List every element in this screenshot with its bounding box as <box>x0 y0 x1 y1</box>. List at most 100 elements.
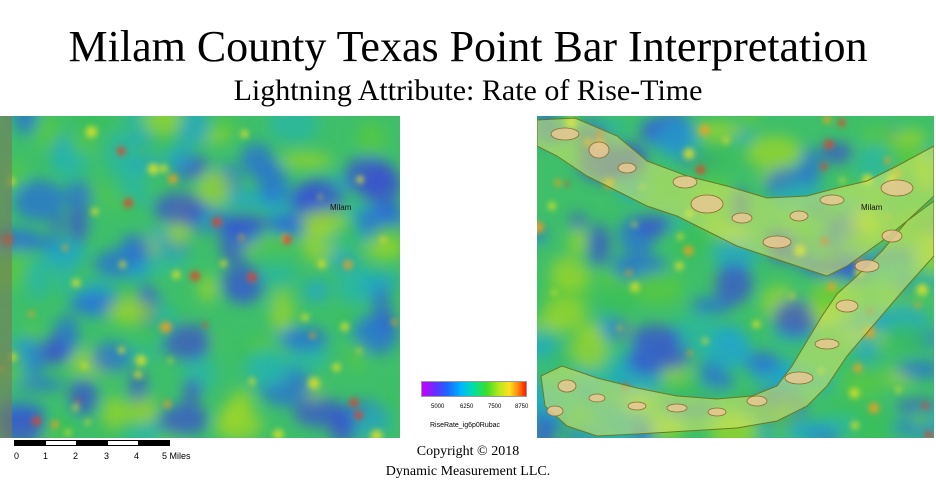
attribute-blob <box>568 227 588 255</box>
legend-tick-label: 6250 <box>460 404 474 410</box>
attribute-hotspot <box>301 313 309 322</box>
attribute-hotspot <box>202 322 208 328</box>
attribute-blob <box>370 282 392 314</box>
attribute-hotspot <box>839 177 846 184</box>
attribute-hotspot <box>308 377 320 390</box>
attribute-blob <box>636 214 672 236</box>
scale-bar-label: 0 <box>14 451 20 461</box>
attribute-hotspot <box>76 399 81 404</box>
attribute-blob <box>329 410 355 438</box>
attribute-blob <box>196 169 232 207</box>
attribute-blob <box>25 258 52 300</box>
attribute-hotspot <box>168 174 178 184</box>
attribute-blob <box>68 204 89 244</box>
left-map-canvas: Milam <box>0 116 400 438</box>
attribute-hotspot <box>915 302 921 308</box>
attribute-blob <box>587 223 611 268</box>
attribute-hotspot <box>702 337 709 345</box>
attribute-blob <box>909 408 934 430</box>
attribute-blob <box>42 349 73 363</box>
scale-bar-label: 1 <box>43 451 49 461</box>
attribute-hotspot <box>31 416 41 426</box>
attribute-blob <box>744 350 780 374</box>
attribute-hotspot <box>676 233 684 240</box>
attribute-blob <box>343 155 395 196</box>
attribute-blob <box>68 378 98 417</box>
attribute-blob <box>12 179 66 222</box>
attribute-blob <box>352 313 399 355</box>
attribute-hotspot <box>343 260 353 270</box>
attribute-blob <box>106 296 154 325</box>
scale-bar-label: 3 <box>104 451 110 461</box>
attribute-hotspot <box>853 363 863 373</box>
attribute-hotspot <box>116 146 126 156</box>
attribute-blob <box>158 403 209 436</box>
attribute-hotspot <box>91 207 99 216</box>
attribute-blob <box>208 117 238 136</box>
attribute-hotspot <box>617 326 622 331</box>
attribute-blob <box>371 223 400 238</box>
attribute-blob <box>358 272 400 290</box>
attribute-blob <box>632 270 684 306</box>
attribute-blob <box>279 326 329 352</box>
attribute-hotspot <box>134 370 143 379</box>
attribute-hotspot <box>884 157 891 164</box>
attribute-hotspot <box>147 163 159 175</box>
attribute-blob <box>183 378 202 405</box>
attribute-hotspot <box>820 163 828 170</box>
attribute-hotspot <box>64 429 72 436</box>
attribute-hotspot <box>837 119 846 127</box>
attribute-hotspot <box>220 260 228 267</box>
attribute-hotspot <box>85 126 98 138</box>
attribute-hotspot <box>240 129 249 138</box>
attribute-hotspot <box>895 387 902 393</box>
attribute-blob <box>356 121 386 157</box>
attribute-hotspot <box>190 271 200 282</box>
attribute-hotspot <box>309 332 316 339</box>
attribute-blob <box>598 282 636 320</box>
attribute-hotspot <box>85 419 91 425</box>
attribute-blob <box>51 145 89 180</box>
attribute-blob <box>348 340 367 372</box>
attribute-blob <box>895 360 934 379</box>
attribute-hotspot <box>81 362 88 369</box>
attribute-hotspot <box>850 421 860 430</box>
attribute-hotspot <box>922 402 929 409</box>
attribute-blob <box>747 135 803 170</box>
attribute-blob <box>773 299 817 338</box>
attribute-blob <box>34 116 60 149</box>
attribute-blob <box>825 399 870 415</box>
attribute-hotspot <box>247 272 257 283</box>
attribute-blob <box>340 219 360 247</box>
page-subtitle: Lightning Attribute: Rate of Rise-Time <box>233 74 703 107</box>
attribute-blob <box>221 400 244 431</box>
attribute-blob <box>57 269 74 295</box>
attribute-blob <box>884 322 930 355</box>
attribute-hotspot <box>752 320 761 329</box>
scale-bar-label: 5 Miles <box>162 451 191 461</box>
attribute-hotspot <box>71 278 81 288</box>
attribute-hotspot <box>789 293 795 299</box>
attribute-blob <box>130 235 151 262</box>
attribute-blob <box>537 340 561 354</box>
attribute-blob <box>166 144 193 171</box>
attribute-hotspot <box>51 420 59 429</box>
attribute-hotspot <box>674 261 684 271</box>
attribute-blob <box>718 330 751 359</box>
scale-bar-label: 2 <box>73 451 79 461</box>
attribute-blob <box>302 279 330 303</box>
attribute-blob <box>365 236 400 260</box>
attribute-hotspot <box>62 245 68 252</box>
attribute-blob <box>165 322 211 361</box>
attribute-hotspot <box>318 194 323 199</box>
attribute-blob <box>629 324 682 350</box>
attribute-blob <box>122 426 160 438</box>
attribute-blob <box>853 334 879 364</box>
attribute-hotspot <box>823 116 832 124</box>
attribute-blob <box>126 263 153 280</box>
attribute-hotspot <box>273 429 284 438</box>
right-map-canvas: Milam <box>537 116 934 438</box>
attribute-hotspot <box>317 259 327 269</box>
attribute-hotspot <box>163 400 172 408</box>
attribute-hotspot <box>631 221 638 228</box>
